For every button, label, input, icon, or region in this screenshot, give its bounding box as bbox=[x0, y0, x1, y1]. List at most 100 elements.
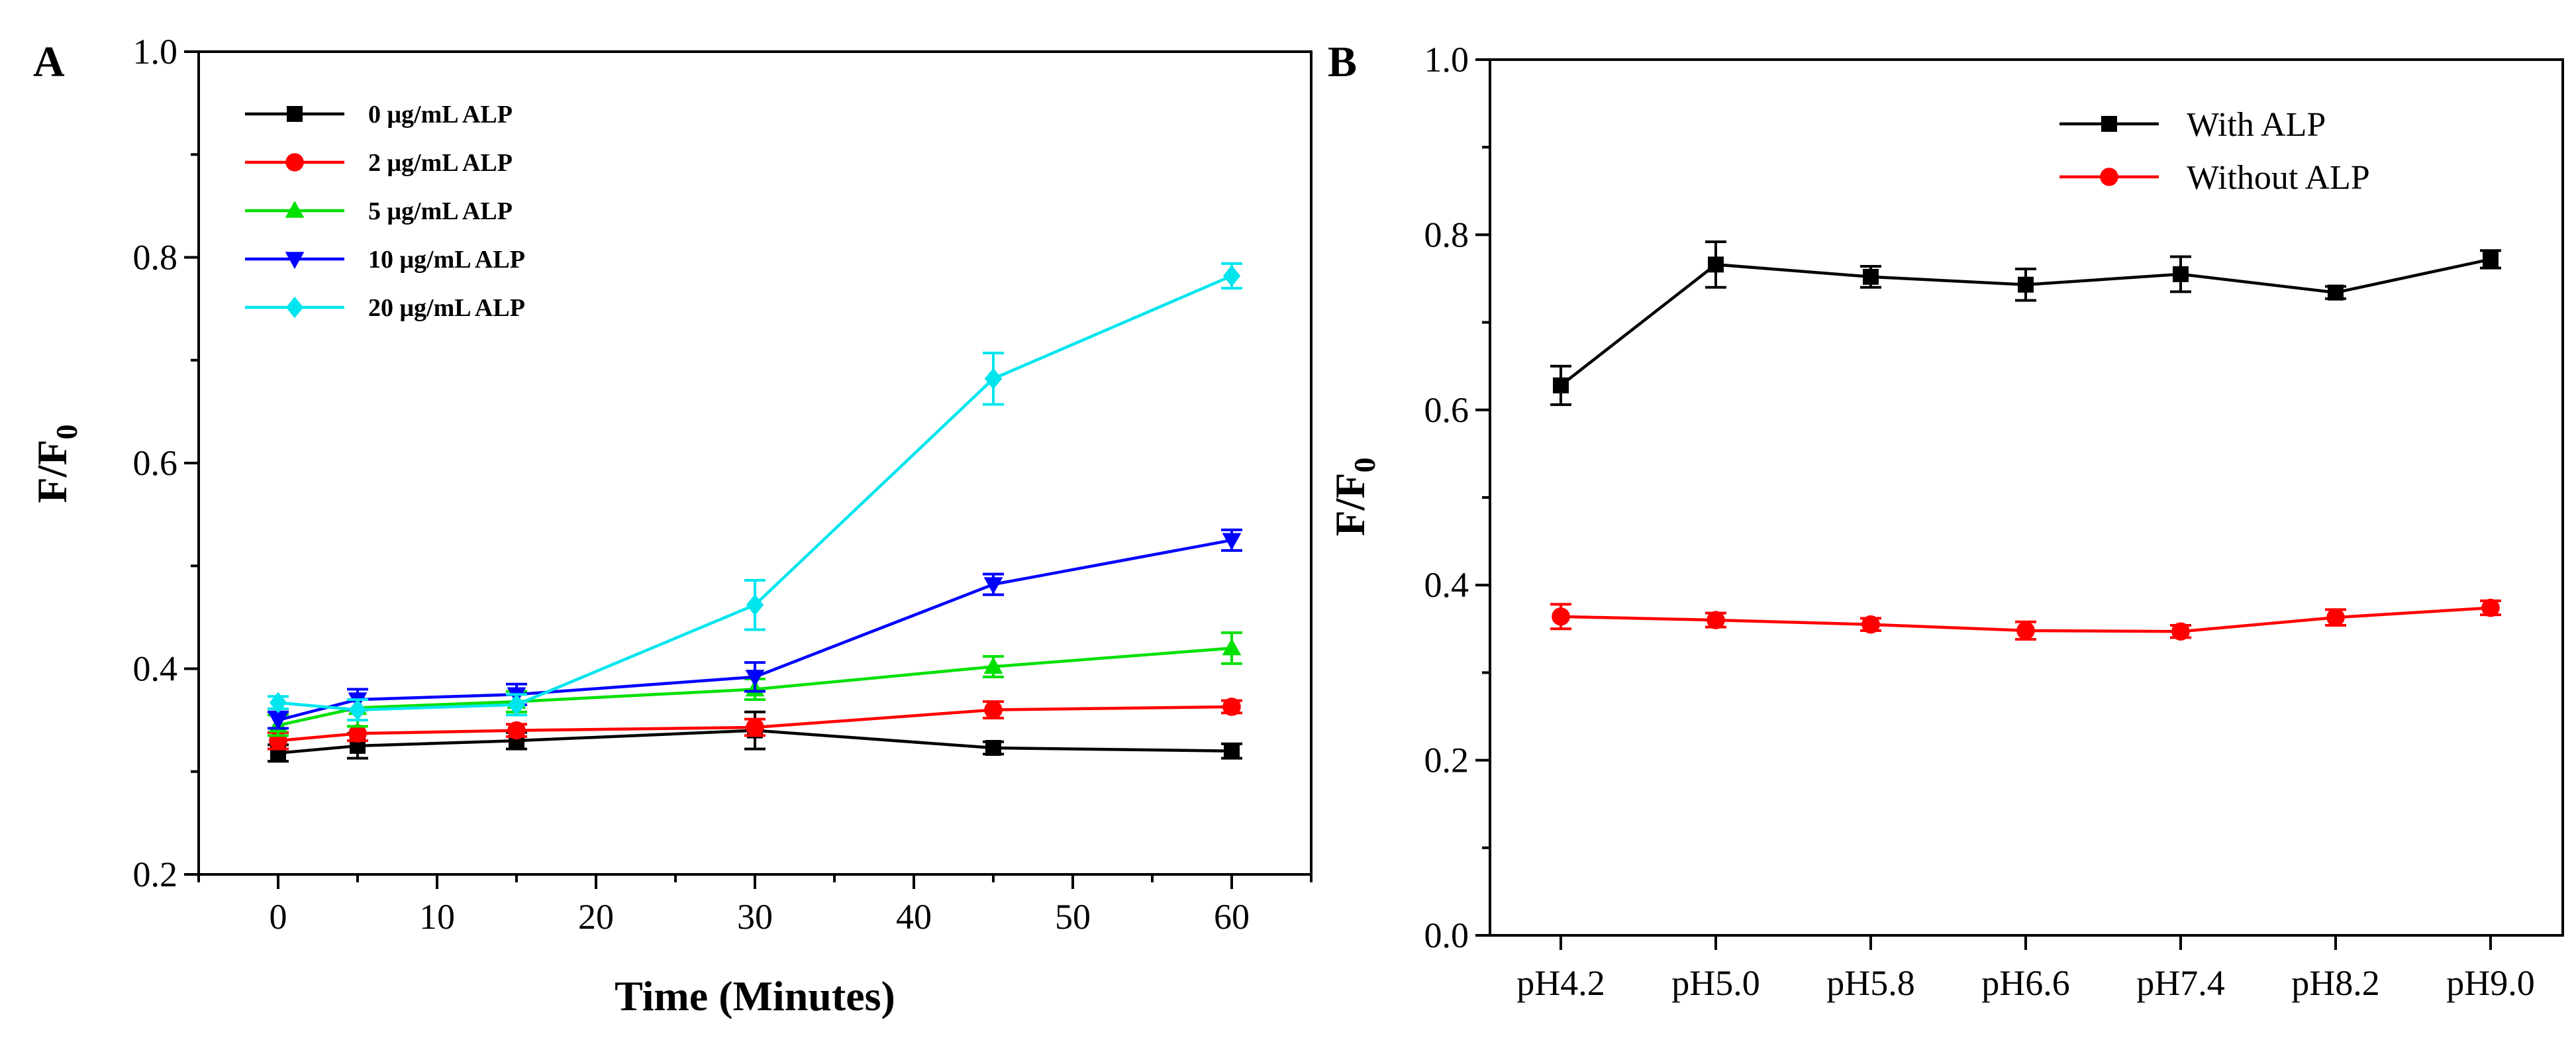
a-data-point bbox=[984, 368, 1003, 390]
a-data-point bbox=[1222, 265, 1241, 287]
panel-a-x-axis: 0 10 20 30 40 50 60 bbox=[197, 874, 1313, 937]
a-legend-marker bbox=[287, 106, 303, 122]
b-xtick-label: pH7.4 bbox=[2136, 963, 2225, 1003]
a-data-point bbox=[348, 724, 367, 743]
a-series-line bbox=[277, 274, 1232, 711]
b-legend-label: With ALP bbox=[2187, 106, 2326, 144]
a-legend-label: 0 μg/mL ALP bbox=[368, 101, 513, 129]
b-data-point bbox=[2173, 266, 2189, 282]
b-data-point bbox=[2171, 622, 2190, 641]
panel-a-label: A bbox=[33, 38, 65, 86]
a-series-line bbox=[277, 705, 1232, 743]
a-series-line bbox=[277, 729, 1232, 755]
panel-b-legend: With ALP Without ALP bbox=[2059, 106, 2370, 197]
b-xtick-label: pH5.0 bbox=[1671, 963, 1760, 1003]
a-xtick-label: 10 bbox=[419, 897, 455, 937]
b-data-point bbox=[1861, 615, 1880, 634]
a-ytick-label: 0.2 bbox=[133, 855, 178, 894]
panel-b-plot-frame bbox=[1489, 58, 2564, 937]
a-xtick-label: 50 bbox=[1055, 897, 1091, 937]
a-data-point bbox=[983, 656, 1003, 674]
a-data-point bbox=[1222, 638, 1242, 656]
panel-b-y-axis: 0.0 0.2 0.4 0.6 0.8 1.0 bbox=[1424, 40, 1490, 955]
a-data-point bbox=[348, 699, 367, 721]
a-data-point bbox=[746, 718, 764, 737]
b-data-point bbox=[1708, 256, 1724, 273]
a-data-point bbox=[507, 721, 526, 740]
panel-b-label: B bbox=[1328, 38, 1357, 86]
a-series-line bbox=[277, 647, 1232, 727]
b-data-point bbox=[1552, 607, 1570, 626]
panel-a-y-axis: 0.2 0.4 0.6 0.8 1.0 bbox=[133, 32, 199, 894]
panel-a-y-axis-title-main: F/F bbox=[28, 440, 75, 503]
a-legend-marker bbox=[285, 296, 304, 319]
a-xtick-label: 20 bbox=[578, 897, 614, 937]
panel-b-y-axis-title-sub: 0 bbox=[1348, 458, 1381, 473]
b-legend-marker bbox=[2100, 168, 2118, 186]
a-data-point bbox=[1224, 743, 1240, 759]
a-data-point bbox=[985, 740, 1001, 756]
b-series-1 bbox=[1550, 598, 2501, 641]
a-legend-marker bbox=[285, 252, 305, 269]
b-data-point bbox=[2483, 251, 2499, 268]
panel-b-y-axis-title-main: F/F bbox=[1326, 473, 1373, 537]
b-data-point bbox=[1863, 268, 1879, 285]
b-xtick-label: pH8.2 bbox=[2291, 963, 2380, 1003]
b-series-0 bbox=[1550, 240, 2501, 406]
a-series-line bbox=[277, 539, 1232, 722]
b-ytick-label: 1.0 bbox=[1424, 40, 1469, 79]
b-xtick-label: pH4.2 bbox=[1516, 963, 1605, 1003]
panel-a: A 0.2 0.4 0.6 0.8 1.0 0 10 20 30 40 50 60 Time (Mi… bbox=[28, 32, 1313, 1019]
b-data-point bbox=[2481, 598, 2500, 617]
a-data-point bbox=[983, 577, 1003, 595]
panel-a-legend: 0 μg/mL ALP 2 μg/mL ALP 5 μg/mL ALP 10 μg/m… bbox=[245, 101, 525, 322]
b-ytick-label: 0.4 bbox=[1424, 565, 1469, 605]
a-series-1 bbox=[268, 698, 1242, 751]
a-data-point bbox=[269, 692, 287, 713]
a-ytick-label: 0.8 bbox=[133, 238, 178, 278]
b-legend-marker bbox=[2101, 116, 2117, 132]
b-data-point bbox=[1707, 611, 1725, 629]
panel-a-x-axis-title: Time (Minutes) bbox=[615, 972, 895, 1019]
panel-a-y-axis-title: F/F0 bbox=[28, 425, 83, 503]
b-data-point bbox=[2018, 276, 2034, 293]
a-data-point bbox=[984, 700, 1003, 719]
a-xtick-label: 30 bbox=[737, 897, 773, 937]
b-ytick-label: 0.8 bbox=[1424, 215, 1469, 254]
b-data-point bbox=[2328, 284, 2344, 301]
b-legend-label: Without ALP bbox=[2187, 159, 2370, 197]
a-data-point bbox=[268, 713, 288, 731]
a-data-point bbox=[1222, 698, 1241, 716]
a-legend-label: 20 μg/mL ALP bbox=[368, 294, 525, 322]
panel-b-y-axis-title: F/F0 bbox=[1326, 458, 1381, 537]
a-legend-label: 5 μg/mL ALP bbox=[368, 197, 513, 225]
b-ytick-label: 0.6 bbox=[1424, 390, 1469, 430]
a-ytick-label: 1.0 bbox=[133, 32, 178, 72]
a-ytick-label: 0.6 bbox=[133, 443, 178, 483]
a-xtick-label: 40 bbox=[896, 897, 932, 937]
b-xtick-label: pH6.6 bbox=[1981, 963, 2070, 1003]
a-xtick-label: 0 bbox=[270, 897, 287, 937]
b-ytick-label: 0.2 bbox=[1424, 741, 1469, 780]
a-series-3 bbox=[268, 528, 1242, 731]
panel-a-series bbox=[268, 262, 1242, 763]
panel-b-series bbox=[1550, 240, 2501, 641]
panel-b: B 0.0 0.2 0.4 0.6 0.8 1.0 pH4.2 pH5.0 pH5.8 pH6.… bbox=[1326, 38, 2564, 1003]
a-data-point bbox=[745, 670, 765, 687]
a-data-point bbox=[507, 694, 526, 716]
a-legend-marker bbox=[285, 153, 304, 172]
a-series-4 bbox=[268, 262, 1242, 722]
a-legend-label: 10 μg/mL ALP bbox=[368, 246, 525, 274]
a-ytick-label: 0.4 bbox=[133, 649, 178, 689]
b-data-point bbox=[2326, 608, 2345, 627]
panel-b-x-axis: pH4.2 pH5.0 pH5.8 pH6.6 pH7.4 pH8.2 pH9.0 bbox=[1516, 935, 2535, 1003]
a-legend-label: 2 μg/mL ALP bbox=[368, 149, 513, 177]
a-legend-marker bbox=[285, 201, 305, 218]
b-data-point bbox=[1553, 377, 1569, 393]
b-xtick-label: pH5.8 bbox=[1826, 963, 1915, 1003]
a-data-point bbox=[1222, 533, 1242, 550]
panel-a-y-axis-title-sub: 0 bbox=[50, 425, 83, 440]
b-xtick-label: pH9.0 bbox=[2446, 963, 2535, 1003]
a-xtick-label: 60 bbox=[1214, 897, 1250, 937]
